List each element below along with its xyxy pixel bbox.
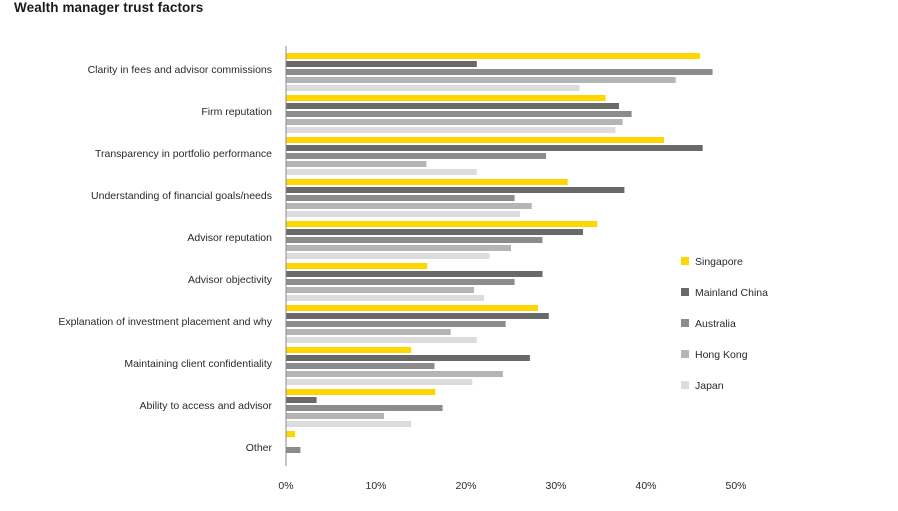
bar-hong-kong-advisor-reputation bbox=[286, 245, 511, 251]
bar-australia-ability-to-access-and-advisor bbox=[286, 405, 443, 411]
category-label: Advisor objectivity bbox=[188, 274, 273, 286]
category-label: Firm reputation bbox=[201, 106, 272, 118]
bar-hong-kong-advisor-objectivity bbox=[286, 287, 475, 293]
bar-australia-understanding-of-financial-goals-needs bbox=[286, 195, 515, 201]
legend-label-hong-kong: Hong Kong bbox=[695, 349, 748, 361]
category-labels: Clarity in fees and advisor commissions F… bbox=[58, 64, 272, 454]
legend: Singapore Mainland China Australia Hong Kon… bbox=[681, 256, 768, 392]
category-label: Maintaining client confidentiality bbox=[124, 358, 272, 370]
bar-japan-clarity-in-fees-and-advisor-commissions bbox=[286, 85, 580, 91]
category-label: Understanding of financial goals/needs bbox=[91, 190, 272, 202]
category-label: Transparency in portfolio performance bbox=[95, 148, 272, 160]
bar-japan-advisor-reputation bbox=[286, 253, 490, 259]
bar-mainland-china-transparency-in-portfolio-performance bbox=[286, 145, 703, 151]
bar-singapore-explanation-of-investment-placement-and-why bbox=[286, 305, 538, 311]
category-label: Advisor reputation bbox=[187, 232, 272, 244]
bar-hong-kong-transparency-in-portfolio-performance bbox=[286, 161, 427, 167]
legend-swatch-australia bbox=[681, 319, 689, 327]
bar-hong-kong-ability-to-access-and-advisor bbox=[286, 413, 385, 419]
x-tick-label: 30% bbox=[545, 480, 566, 492]
x-tick-label: 0% bbox=[278, 480, 293, 492]
bar-hong-kong-clarity-in-fees-and-advisor-commissions bbox=[286, 77, 676, 83]
legend-label-singapore: Singapore bbox=[695, 256, 743, 268]
bar-mainland-china-firm-reputation bbox=[286, 103, 619, 109]
x-tick-label: 20% bbox=[455, 480, 476, 492]
bar-mainland-china-advisor-reputation bbox=[286, 229, 583, 235]
bar-singapore-firm-reputation bbox=[286, 95, 606, 101]
bars-layer bbox=[286, 53, 713, 453]
bar-hong-kong-maintaining-client-confidentiality bbox=[286, 371, 503, 377]
bar-hong-kong-firm-reputation bbox=[286, 119, 623, 125]
bar-mainland-china-understanding-of-financial-goals-needs bbox=[286, 187, 625, 193]
bar-singapore-maintaining-client-confidentiality bbox=[286, 347, 412, 353]
bar-hong-kong-understanding-of-financial-goals-needs bbox=[286, 203, 532, 209]
legend-swatch-mainland-china bbox=[681, 288, 689, 296]
bar-singapore-transparency-in-portfolio-performance bbox=[286, 137, 664, 143]
bar-singapore-ability-to-access-and-advisor bbox=[286, 389, 436, 395]
bar-mainland-china-maintaining-client-confidentiality bbox=[286, 355, 530, 361]
bar-mainland-china-clarity-in-fees-and-advisor-commissions bbox=[286, 61, 477, 67]
x-tick-label: 10% bbox=[365, 480, 386, 492]
bar-singapore-clarity-in-fees-and-advisor-commissions bbox=[286, 53, 700, 59]
bar-mainland-china-explanation-of-investment-placement-and-why bbox=[286, 313, 549, 319]
legend-swatch-japan bbox=[681, 381, 689, 389]
bar-japan-understanding-of-financial-goals-needs bbox=[286, 211, 520, 217]
bar-australia-advisor-objectivity bbox=[286, 279, 515, 285]
bar-australia-advisor-reputation bbox=[286, 237, 543, 243]
bar-singapore-other bbox=[286, 431, 295, 437]
category-label: Explanation of investment placement and … bbox=[58, 316, 272, 328]
bar-singapore-understanding-of-financial-goals-needs bbox=[286, 179, 568, 185]
bar-australia-transparency-in-portfolio-performance bbox=[286, 153, 547, 159]
bar-japan-transparency-in-portfolio-performance bbox=[286, 169, 477, 175]
bar-japan-ability-to-access-and-advisor bbox=[286, 421, 412, 427]
bar-australia-explanation-of-investment-placement-and-why bbox=[286, 321, 506, 327]
bar-japan-explanation-of-investment-placement-and-why bbox=[286, 337, 477, 343]
legend-swatch-hong-kong bbox=[681, 350, 689, 358]
legend-label-australia: Australia bbox=[695, 318, 736, 330]
bar-mainland-china-advisor-objectivity bbox=[286, 271, 543, 277]
x-axis-tick-labels: 0% 10% 20% 30% 40% 50% bbox=[278, 480, 746, 492]
bar-singapore-advisor-reputation bbox=[286, 221, 598, 227]
bar-japan-advisor-objectivity bbox=[286, 295, 484, 301]
legend-label-japan: Japan bbox=[695, 380, 724, 392]
x-tick-label: 40% bbox=[635, 480, 656, 492]
bar-japan-maintaining-client-confidentiality bbox=[286, 379, 473, 385]
legend-swatch-singapore bbox=[681, 257, 689, 265]
bar-australia-maintaining-client-confidentiality bbox=[286, 363, 435, 369]
bar-japan-firm-reputation bbox=[286, 127, 616, 133]
legend-label-mainland-china: Mainland China bbox=[695, 287, 768, 299]
bar-hong-kong-explanation-of-investment-placement-and-why bbox=[286, 329, 451, 335]
chart-title: Wealth manager trust factors bbox=[14, 0, 204, 15]
category-label: Other bbox=[246, 442, 273, 454]
bar-australia-clarity-in-fees-and-advisor-commissions bbox=[286, 69, 713, 75]
x-tick-label: 50% bbox=[725, 480, 746, 492]
category-label: Clarity in fees and advisor commissions bbox=[88, 64, 272, 76]
bar-australia-other bbox=[286, 447, 301, 453]
bar-singapore-advisor-objectivity bbox=[286, 263, 428, 269]
bar-australia-firm-reputation bbox=[286, 111, 632, 117]
category-label: Ability to access and advisor bbox=[140, 400, 273, 412]
bar-mainland-china-ability-to-access-and-advisor bbox=[286, 397, 317, 403]
